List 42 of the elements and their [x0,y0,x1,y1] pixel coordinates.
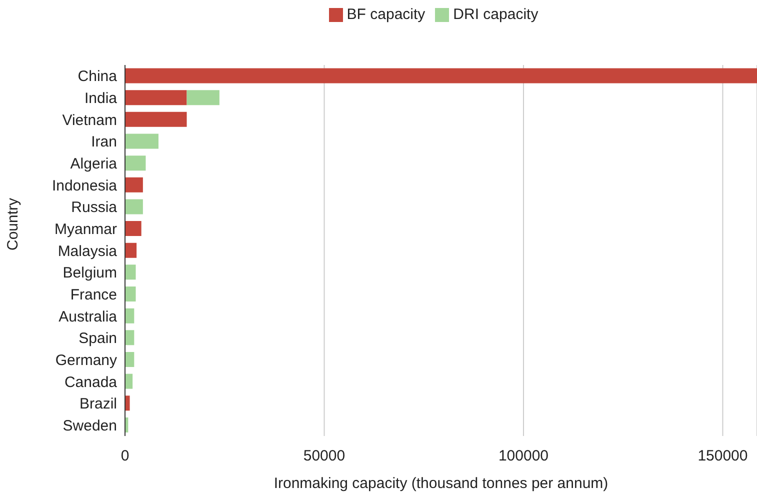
bar [125,286,136,302]
y-tick-label: Vietnam [62,112,117,129]
bar [186,90,220,106]
bar [125,90,187,106]
y-tick-label: Algeria [70,156,118,173]
y-tick-label: Brazil [79,396,117,413]
bar [125,68,757,84]
legend-label: BF capacity [346,6,426,23]
bar [125,352,134,367]
y-tick-label: France [70,286,117,304]
bar [125,330,134,346]
y-tick-label: Malaysia [58,242,118,260]
y-tick-label: Australia [58,308,118,326]
bar [125,177,143,192]
y-tick-label: Indonesia [52,177,118,194]
y-tick-label: Russia [71,199,118,216]
bar [125,374,133,389]
y-tick-label: Iran [91,134,117,151]
bar [125,264,136,280]
y-tick-label: China [78,68,118,86]
bar [125,396,130,411]
x-tick-label: 150000 [698,448,748,465]
x-tick-label: 100000 [498,448,549,465]
x-axis-title: Ironmaking capacity (thousand tonnes per annum) [274,475,608,492]
y-tick-label: Spain [78,330,117,348]
y-axis-title: Country [4,197,22,250]
y-tick-label: Germany [55,352,118,369]
bar [125,221,142,236]
bar [125,308,134,324]
x-tick-label: 0 [120,448,130,465]
legend-label: DRI capacity [453,6,538,23]
y-tick-label: Myanmar [54,221,117,238]
y-tick-label: Canada [64,374,118,391]
y-tick-label: Sweden [62,417,117,434]
bar [125,242,137,258]
x-tick-label: 50000 [303,448,346,465]
y-tick-label: India [84,90,118,108]
bar [125,156,146,171]
y-tick-label: Belgium [62,264,117,282]
bar [125,112,187,127]
bar [125,199,143,214]
bar [125,134,158,149]
